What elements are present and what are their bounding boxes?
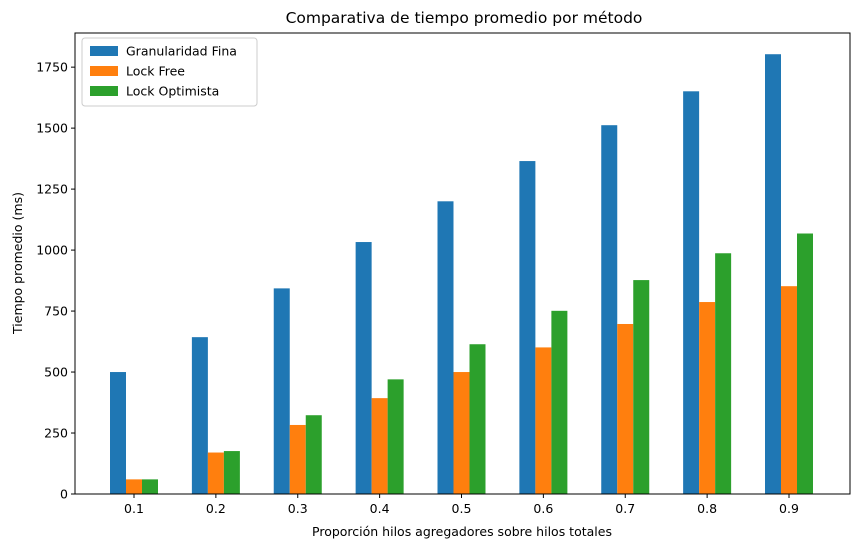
bar [519, 161, 536, 494]
x-tick-label: 0.1 [124, 501, 144, 516]
y-tick-label: 750 [44, 304, 68, 319]
x-tick-label: 0.7 [615, 501, 635, 516]
y-tick-label: 0 [60, 487, 68, 502]
bar [273, 288, 290, 494]
bar [437, 201, 454, 495]
bar [469, 344, 486, 494]
bar [601, 125, 618, 494]
bar [617, 323, 634, 494]
x-tick-label: 0.8 [697, 501, 717, 516]
bar [110, 372, 126, 494]
bar [551, 310, 568, 494]
bar [207, 452, 224, 494]
legend-label: Granularidad Fina [126, 44, 237, 59]
bar [683, 91, 700, 495]
bar [535, 347, 552, 494]
bars-group [110, 54, 813, 495]
x-tick-label: 0.3 [288, 501, 308, 516]
bar [699, 302, 716, 494]
x-tick-label: 0.5 [452, 501, 472, 516]
legend-swatch [90, 86, 118, 96]
y-tick-label: 1750 [36, 60, 68, 75]
y-tick-label: 1250 [36, 182, 68, 197]
legend-box [81, 37, 258, 107]
y-tick-label: 1500 [36, 121, 68, 136]
bar [142, 479, 158, 494]
bar [633, 280, 650, 494]
bar [126, 479, 142, 494]
x-tick-label: 0.9 [779, 501, 799, 516]
legend-swatch [90, 66, 118, 76]
bar [305, 415, 322, 494]
plot-frame [74, 32, 851, 495]
legend-swatch [90, 46, 118, 56]
axes-group: 0 250 500 750 1000 1250 1500 1750 0.1 0.2 0.3 0.4 0.… [36, 32, 851, 516]
x-tick-label: 0.4 [370, 501, 390, 516]
legend-label: Lock Optimista [126, 84, 219, 99]
bar [289, 424, 306, 494]
bar [715, 253, 732, 494]
chart-title: Comparativa de tiempo promedio por métod… [286, 9, 643, 27]
bar [355, 242, 372, 494]
bar [781, 286, 797, 494]
bar [371, 398, 388, 494]
x-tick-label: 0.6 [533, 501, 553, 516]
y-axis-label: Tiempo promedio (ms) [10, 192, 25, 335]
bar [191, 337, 208, 494]
bar [765, 54, 781, 494]
x-tick-label: 0.2 [206, 501, 226, 516]
bar [797, 233, 813, 494]
x-axis-label: Proporción hilos agregadores sobre hilos… [312, 524, 612, 539]
bar [453, 372, 470, 494]
bar [223, 451, 240, 494]
legend-label: Lock Free [126, 64, 185, 79]
y-tick-label: 250 [44, 426, 68, 441]
legend: Granularidad Fina Lock Free Lock Optimista [81, 37, 258, 107]
y-tick-label: 1000 [36, 243, 68, 258]
y-tick-label: 500 [44, 365, 68, 380]
bar [387, 379, 404, 494]
